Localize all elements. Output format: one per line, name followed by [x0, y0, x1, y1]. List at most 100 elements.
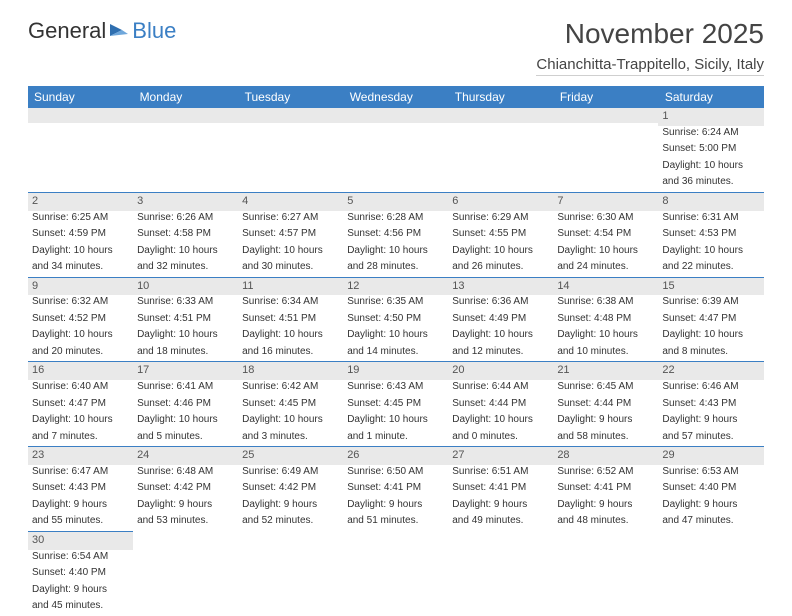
- sunrise-text: Sunrise: 6:28 AM: [343, 211, 448, 228]
- sunset-text: Sunset: 4:40 PM: [658, 481, 763, 498]
- calendar-day-cell: 1Sunrise: 6:24 AMSunset: 5:00 PMDaylight…: [658, 108, 763, 192]
- calendar-day-cell: 7Sunrise: 6:30 AMSunset: 4:54 PMDaylight…: [553, 192, 658, 277]
- calendar-day-cell: [343, 108, 448, 192]
- day-number: 13: [448, 278, 553, 296]
- sunrise-text: Sunrise: 6:49 AM: [238, 465, 343, 482]
- daylight-text: Daylight: 10 hours: [28, 244, 133, 261]
- sunset-text: Sunset: 4:44 PM: [553, 397, 658, 414]
- day-number: 6: [448, 193, 553, 211]
- sunset-text: Sunset: 4:43 PM: [658, 397, 763, 414]
- calendar-day-cell: 24Sunrise: 6:48 AMSunset: 4:42 PMDayligh…: [133, 447, 238, 532]
- daylight-text: and 3 minutes.: [238, 430, 343, 447]
- day-number: 17: [133, 362, 238, 380]
- calendar-day-cell: 18Sunrise: 6:42 AMSunset: 4:45 PMDayligh…: [238, 362, 343, 447]
- weekday-header: Friday: [553, 86, 658, 108]
- daylight-text: Daylight: 10 hours: [448, 328, 553, 345]
- day-number: 7: [553, 193, 658, 211]
- empty-daynum-bar: [238, 108, 343, 123]
- sunset-text: Sunset: 4:40 PM: [28, 566, 133, 583]
- sunset-text: Sunset: 4:54 PM: [553, 227, 658, 244]
- brand-part2: Blue: [132, 18, 176, 44]
- daylight-text: and 18 minutes.: [133, 345, 238, 362]
- calendar-day-cell: 15Sunrise: 6:39 AMSunset: 4:47 PMDayligh…: [658, 277, 763, 362]
- sunset-text: Sunset: 4:45 PM: [238, 397, 343, 414]
- daylight-text: Daylight: 10 hours: [28, 328, 133, 345]
- calendar-day-cell: 5Sunrise: 6:28 AMSunset: 4:56 PMDaylight…: [343, 192, 448, 277]
- daylight-text: and 22 minutes.: [658, 260, 763, 277]
- sunrise-text: Sunrise: 6:54 AM: [28, 550, 133, 567]
- daylight-text: Daylight: 9 hours: [448, 498, 553, 515]
- daylight-text: and 47 minutes.: [658, 514, 763, 531]
- sunrise-text: Sunrise: 6:35 AM: [343, 295, 448, 312]
- day-number: 16: [28, 362, 133, 380]
- daylight-text: and 45 minutes.: [28, 599, 133, 616]
- daylight-text: Daylight: 10 hours: [238, 328, 343, 345]
- sunset-text: Sunset: 5:00 PM: [658, 142, 763, 159]
- calendar-day-cell: 28Sunrise: 6:52 AMSunset: 4:41 PMDayligh…: [553, 447, 658, 532]
- daylight-text: Daylight: 10 hours: [448, 244, 553, 261]
- sunset-text: Sunset: 4:55 PM: [448, 227, 553, 244]
- calendar-day-cell: 14Sunrise: 6:38 AMSunset: 4:48 PMDayligh…: [553, 277, 658, 362]
- daylight-text: and 0 minutes.: [448, 430, 553, 447]
- sunrise-text: Sunrise: 6:41 AM: [133, 380, 238, 397]
- calendar-day-cell: [448, 531, 553, 615]
- sunrise-text: Sunrise: 6:46 AM: [658, 380, 763, 397]
- empty-daynum-bar: [553, 108, 658, 123]
- calendar-day-cell: 10Sunrise: 6:33 AMSunset: 4:51 PMDayligh…: [133, 277, 238, 362]
- day-number: 22: [658, 362, 763, 380]
- daylight-text: and 7 minutes.: [28, 430, 133, 447]
- calendar-week-row: 23Sunrise: 6:47 AMSunset: 4:43 PMDayligh…: [28, 447, 764, 532]
- day-number: 3: [133, 193, 238, 211]
- empty-daynum-bar: [133, 108, 238, 123]
- day-number: 9: [28, 278, 133, 296]
- calendar-week-row: 16Sunrise: 6:40 AMSunset: 4:47 PMDayligh…: [28, 362, 764, 447]
- daylight-text: and 30 minutes.: [238, 260, 343, 277]
- sunset-text: Sunset: 4:53 PM: [658, 227, 763, 244]
- sunset-text: Sunset: 4:41 PM: [343, 481, 448, 498]
- daylight-text: and 26 minutes.: [448, 260, 553, 277]
- location-text: Chianchitta-Trappitello, Sicily, Italy: [536, 56, 764, 76]
- flag-icon: [108, 22, 130, 40]
- daylight-text: and 14 minutes.: [343, 345, 448, 362]
- sunset-text: Sunset: 4:43 PM: [28, 481, 133, 498]
- calendar-day-cell: 26Sunrise: 6:50 AMSunset: 4:41 PMDayligh…: [343, 447, 448, 532]
- daylight-text: Daylight: 9 hours: [553, 413, 658, 430]
- calendar-body: 1Sunrise: 6:24 AMSunset: 5:00 PMDaylight…: [28, 108, 764, 616]
- sunrise-text: Sunrise: 6:34 AM: [238, 295, 343, 312]
- day-number: 28: [553, 447, 658, 465]
- daylight-text: and 20 minutes.: [28, 345, 133, 362]
- calendar-day-cell: 19Sunrise: 6:43 AMSunset: 4:45 PMDayligh…: [343, 362, 448, 447]
- weekday-header: Wednesday: [343, 86, 448, 108]
- daylight-text: Daylight: 9 hours: [658, 498, 763, 515]
- daylight-text: and 16 minutes.: [238, 345, 343, 362]
- sunset-text: Sunset: 4:42 PM: [133, 481, 238, 498]
- sunset-text: Sunset: 4:47 PM: [658, 312, 763, 329]
- daylight-text: Daylight: 9 hours: [28, 498, 133, 515]
- day-number: 19: [343, 362, 448, 380]
- weekday-header-row: Sunday Monday Tuesday Wednesday Thursday…: [28, 86, 764, 108]
- empty-daynum-bar: [28, 108, 133, 123]
- sunset-text: Sunset: 4:59 PM: [28, 227, 133, 244]
- daylight-text: Daylight: 9 hours: [133, 498, 238, 515]
- daylight-text: Daylight: 9 hours: [553, 498, 658, 515]
- calendar-week-row: 30Sunrise: 6:54 AMSunset: 4:40 PMDayligh…: [28, 531, 764, 615]
- day-number: 29: [658, 447, 763, 465]
- calendar-day-cell: [133, 108, 238, 192]
- title-block: November 2025 Chianchitta-Trappitello, S…: [536, 18, 764, 76]
- calendar-day-cell: 25Sunrise: 6:49 AMSunset: 4:42 PMDayligh…: [238, 447, 343, 532]
- sunset-text: Sunset: 4:42 PM: [238, 481, 343, 498]
- calendar-day-cell: 21Sunrise: 6:45 AMSunset: 4:44 PMDayligh…: [553, 362, 658, 447]
- calendar-week-row: 9Sunrise: 6:32 AMSunset: 4:52 PMDaylight…: [28, 277, 764, 362]
- daylight-text: Daylight: 10 hours: [658, 159, 763, 176]
- sunrise-text: Sunrise: 6:24 AM: [658, 126, 763, 143]
- sunset-text: Sunset: 4:46 PM: [133, 397, 238, 414]
- sunset-text: Sunset: 4:44 PM: [448, 397, 553, 414]
- day-number: 30: [28, 532, 133, 550]
- daylight-text: Daylight: 9 hours: [343, 498, 448, 515]
- sunrise-text: Sunrise: 6:43 AM: [343, 380, 448, 397]
- daylight-text: and 8 minutes.: [658, 345, 763, 362]
- sunset-text: Sunset: 4:56 PM: [343, 227, 448, 244]
- daylight-text: and 58 minutes.: [553, 430, 658, 447]
- day-number: 18: [238, 362, 343, 380]
- calendar-day-cell: 4Sunrise: 6:27 AMSunset: 4:57 PMDaylight…: [238, 192, 343, 277]
